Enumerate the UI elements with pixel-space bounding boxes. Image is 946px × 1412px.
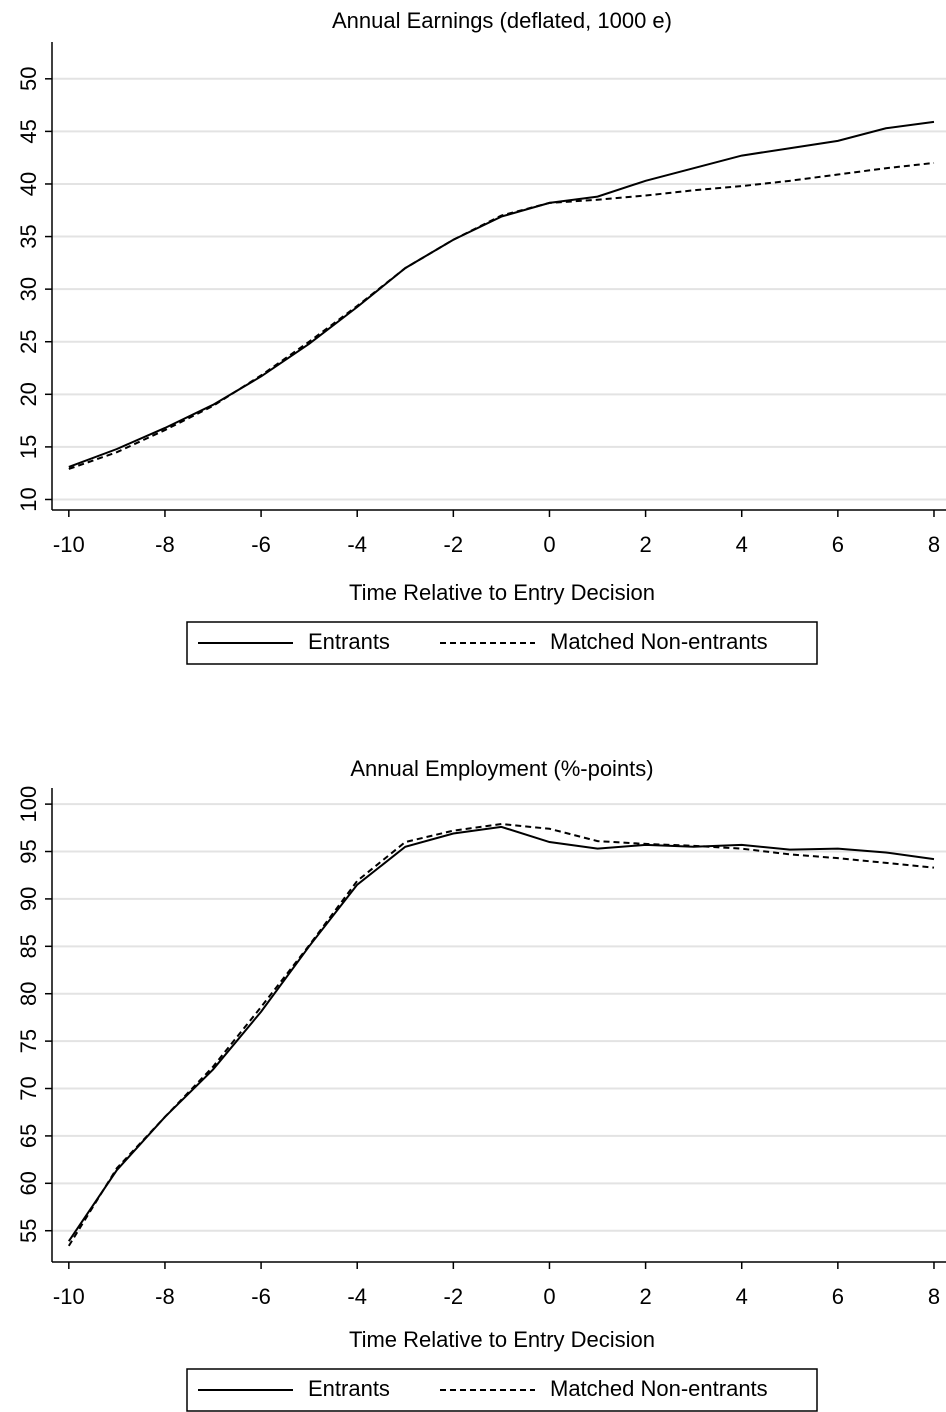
y-tick-label: 85 [16, 934, 41, 958]
y-tick-label: 10 [16, 487, 41, 511]
y-tick-label: 35 [16, 224, 41, 248]
chart-title: Annual Earnings (deflated, 1000 e) [332, 8, 672, 33]
y-tick-label: 75 [16, 1029, 41, 1053]
x-tick-label: -10 [53, 532, 85, 557]
y-tick-label: 100 [16, 786, 41, 823]
x-tick-label: -10 [53, 1284, 85, 1309]
y-tick-label: 50 [16, 67, 41, 91]
x-tick-label: -4 [347, 1284, 367, 1309]
chart-title: Annual Employment (%-points) [350, 756, 653, 781]
y-tick-label: 15 [16, 435, 41, 459]
legend-label: Matched Non-entrants [550, 629, 768, 654]
x-tick-label: 2 [639, 532, 651, 557]
y-tick-label: 40 [16, 172, 41, 196]
x-tick-label: 4 [736, 532, 748, 557]
x-tick-label: 6 [832, 1284, 844, 1309]
y-tick-label: 95 [16, 839, 41, 863]
x-tick-label: 8 [928, 532, 940, 557]
y-tick-label: 80 [16, 981, 41, 1005]
x-tick-label: -2 [444, 1284, 464, 1309]
x-tick-label: 8 [928, 1284, 940, 1309]
x-axis-label: Time Relative to Entry Decision [349, 580, 655, 605]
y-tick-label: 20 [16, 382, 41, 406]
y-tick-label: 70 [16, 1076, 41, 1100]
y-tick-label: 90 [16, 887, 41, 911]
series-line [68, 120, 935, 468]
x-tick-label: -6 [251, 532, 271, 557]
x-tick-label: -4 [347, 532, 367, 557]
y-tick-label: 30 [16, 277, 41, 301]
y-tick-label: 45 [16, 119, 41, 143]
y-tick-label: 55 [16, 1218, 41, 1242]
x-axis-label: Time Relative to Entry Decision [349, 1327, 655, 1352]
x-tick-label: -2 [444, 532, 464, 557]
y-tick-label: 60 [16, 1171, 41, 1195]
series-line [67, 823, 935, 1247]
x-tick-label: -8 [155, 532, 175, 557]
legend-label: Entrants [308, 1376, 390, 1401]
x-tick-label: -6 [251, 1284, 271, 1309]
x-tick-label: 0 [543, 532, 555, 557]
x-tick-label: 2 [639, 1284, 651, 1309]
x-tick-label: 0 [543, 1284, 555, 1309]
series-line [67, 825, 935, 1242]
y-tick-label: 25 [16, 329, 41, 353]
x-tick-label: 4 [736, 1284, 748, 1309]
y-tick-label: 65 [16, 1124, 41, 1148]
x-tick-label: -8 [155, 1284, 175, 1309]
series-line [68, 161, 935, 470]
x-tick-label: 6 [832, 532, 844, 557]
legend-label: Entrants [308, 629, 390, 654]
legend-label: Matched Non-entrants [550, 1376, 768, 1401]
